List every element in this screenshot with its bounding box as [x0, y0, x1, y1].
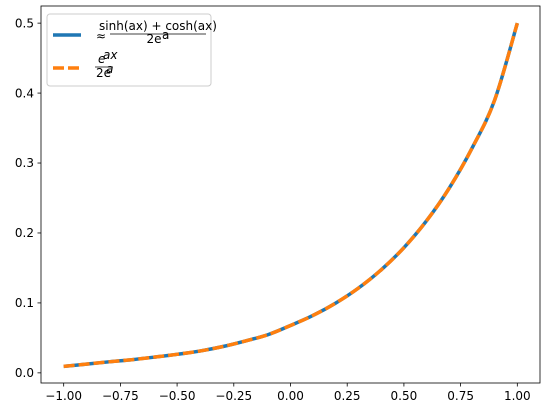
x-tick-label: 0.00 [277, 389, 304, 403]
y-tick-label: 0.2 [15, 226, 34, 240]
legend-series-1-numerator: sinh(ax) + cosh(ax) [99, 19, 217, 33]
x-tick-label: 0.50 [391, 389, 418, 403]
x-tick-label: −0.75 [102, 389, 139, 403]
legend: ≈ sinh(ax) + cosh(ax) 2e a e ax 2e a [46, 13, 217, 87]
x-tick-label: 0.75 [447, 389, 474, 403]
y-tick-label: 0.0 [15, 366, 34, 380]
x-tick-label: −1.00 [45, 389, 82, 403]
legend-series-1-denominator: 2e [146, 32, 161, 46]
y-tick-label: 0.3 [15, 156, 34, 170]
axes-layer: −1.00 −0.75 −0.50 −0.25 0.00 0.25 0.50 0.75 1.00… [15, 5, 541, 403]
x-tick-label: −0.50 [159, 389, 196, 403]
legend-approx-symbol: ≈ [96, 29, 106, 43]
legend-series-2-numerator-exponent: ax [103, 48, 118, 62]
legend-series-2-numerator: e [98, 52, 105, 66]
x-tick-label: 1.00 [504, 389, 531, 403]
x-tick-label: 0.25 [334, 389, 361, 403]
legend-series-1-denominator-exponent: a [162, 28, 169, 42]
legend-frame [46, 13, 212, 87]
legend-series-2-denominator-exponent: a [106, 62, 113, 76]
legend-series-2-denominator: 2e [96, 66, 111, 80]
y-tick-label: 0.5 [15, 16, 34, 30]
y-tick-label: 0.1 [15, 296, 34, 310]
x-tick-label: −0.25 [215, 389, 252, 403]
series-layer [63, 22, 519, 369]
y-tick-label: 0.4 [15, 86, 34, 100]
series-line-2 [63, 22, 519, 369]
